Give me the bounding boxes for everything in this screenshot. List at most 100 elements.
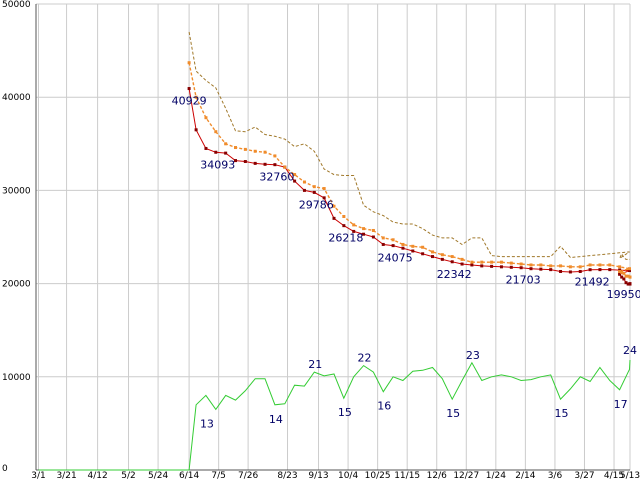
x-tick-label: 8/23 [277, 471, 297, 480]
data-point-avg [253, 149, 257, 153]
data-point-main [559, 269, 563, 273]
data-point-avg [362, 227, 366, 231]
data-point-avg [194, 95, 198, 99]
data-point-avg [529, 263, 533, 267]
data-label: 15 [338, 406, 352, 419]
data-point-main [322, 196, 326, 200]
data-point-avg [187, 61, 191, 65]
data-point-main [539, 267, 543, 271]
data-label: 22342 [437, 268, 472, 281]
data-point-main [381, 242, 385, 246]
data-point-avg [440, 253, 444, 257]
data-point-main [628, 269, 631, 273]
data-label: 17 [614, 398, 628, 411]
data-label: 26218 [328, 232, 363, 245]
data-point-avg [352, 223, 356, 227]
data-label: 34093 [200, 158, 235, 171]
data-point-avg [568, 265, 572, 269]
x-tick-label: 5/2 [121, 471, 135, 480]
data-label: 19950 [607, 288, 640, 301]
data-point-avg [302, 180, 306, 184]
data-point-avg [549, 264, 553, 268]
data-label: 24075 [378, 252, 413, 265]
x-tick-label: 3/27 [574, 471, 594, 480]
x-tick-label: 4/15 [604, 471, 624, 480]
data-point-avg [342, 214, 346, 218]
data-point-main [608, 268, 612, 272]
data-point-main [421, 252, 425, 256]
data-label: 40929 [172, 95, 207, 108]
data-point-avg [283, 165, 287, 169]
data-point-avg [519, 262, 523, 266]
data-point-avg [332, 204, 336, 208]
x-tick-label: 7/5 [211, 471, 225, 480]
data-label: 21492 [575, 276, 610, 289]
x-tick-label: 11/15 [394, 471, 420, 480]
data-point-main [234, 159, 237, 163]
gridlines [36, 3, 631, 470]
data-point-avg [322, 187, 326, 191]
data-point-main [568, 270, 572, 274]
data-point-main [214, 150, 218, 154]
data-point-main [187, 87, 191, 91]
data-point-main [224, 151, 228, 155]
data-point-avg [312, 185, 316, 189]
data-point-avg [293, 173, 297, 177]
series-line-lower [38, 359, 631, 471]
data-point-main [293, 179, 297, 183]
data-point-avg [371, 228, 375, 232]
data-point-avg [499, 260, 503, 264]
data-label: 15 [446, 407, 460, 420]
data-point-avg [608, 263, 612, 267]
x-tick-label: 12/27 [453, 471, 479, 480]
data-point-avg [628, 267, 631, 271]
data-point-avg [450, 255, 454, 259]
x-tick-label: 5/24 [148, 471, 168, 480]
data-point-main [204, 146, 208, 150]
data-point-avg [490, 260, 494, 264]
data-point-main [578, 269, 582, 273]
data-label: 32760 [259, 171, 294, 184]
data-point-main [624, 281, 628, 285]
data-point-main [618, 272, 622, 276]
y-tick-label: 20000 [2, 280, 31, 290]
data-point-main [391, 244, 395, 248]
data-point-main [490, 264, 494, 268]
data-point-main [499, 265, 503, 269]
data-point-avg [460, 257, 464, 261]
data-label: 15 [555, 407, 569, 420]
data-point-main [470, 263, 474, 267]
x-tick-label: 4/12 [87, 471, 107, 480]
data-point-main [332, 216, 336, 220]
x-tick-label: 7/26 [238, 471, 258, 480]
data-point-main [362, 232, 366, 236]
data-point-avg [224, 142, 228, 146]
y-tick-label: 10000 [2, 373, 31, 383]
marker-group [187, 61, 632, 286]
data-point-main [401, 246, 405, 250]
data-point-avg [622, 271, 626, 275]
data-point-main [352, 229, 356, 233]
x-tick-label: 5/13 [620, 471, 640, 480]
data-point-avg [214, 130, 218, 134]
data-label: 14 [269, 413, 283, 426]
data-point-avg [578, 265, 582, 269]
series-line-upper [188, 31, 630, 260]
x-tick-label: 10/25 [365, 471, 391, 480]
data-point-avg [431, 250, 434, 254]
data-point-avg [204, 116, 208, 120]
data-point-main [626, 282, 630, 286]
data-point-avg [620, 270, 624, 274]
data-point-avg [411, 244, 415, 248]
data-point-main [312, 190, 316, 194]
data-point-main [628, 282, 632, 286]
data-point-avg [559, 264, 563, 268]
y-tick-label: 0 [2, 464, 8, 474]
data-point-main [598, 268, 602, 272]
x-tick-label: 2/14 [515, 471, 535, 480]
data-label: 23 [466, 349, 480, 362]
x-tick-label: 12/6 [427, 471, 447, 480]
data-label: 22 [358, 352, 372, 365]
data-point-main [440, 257, 444, 261]
